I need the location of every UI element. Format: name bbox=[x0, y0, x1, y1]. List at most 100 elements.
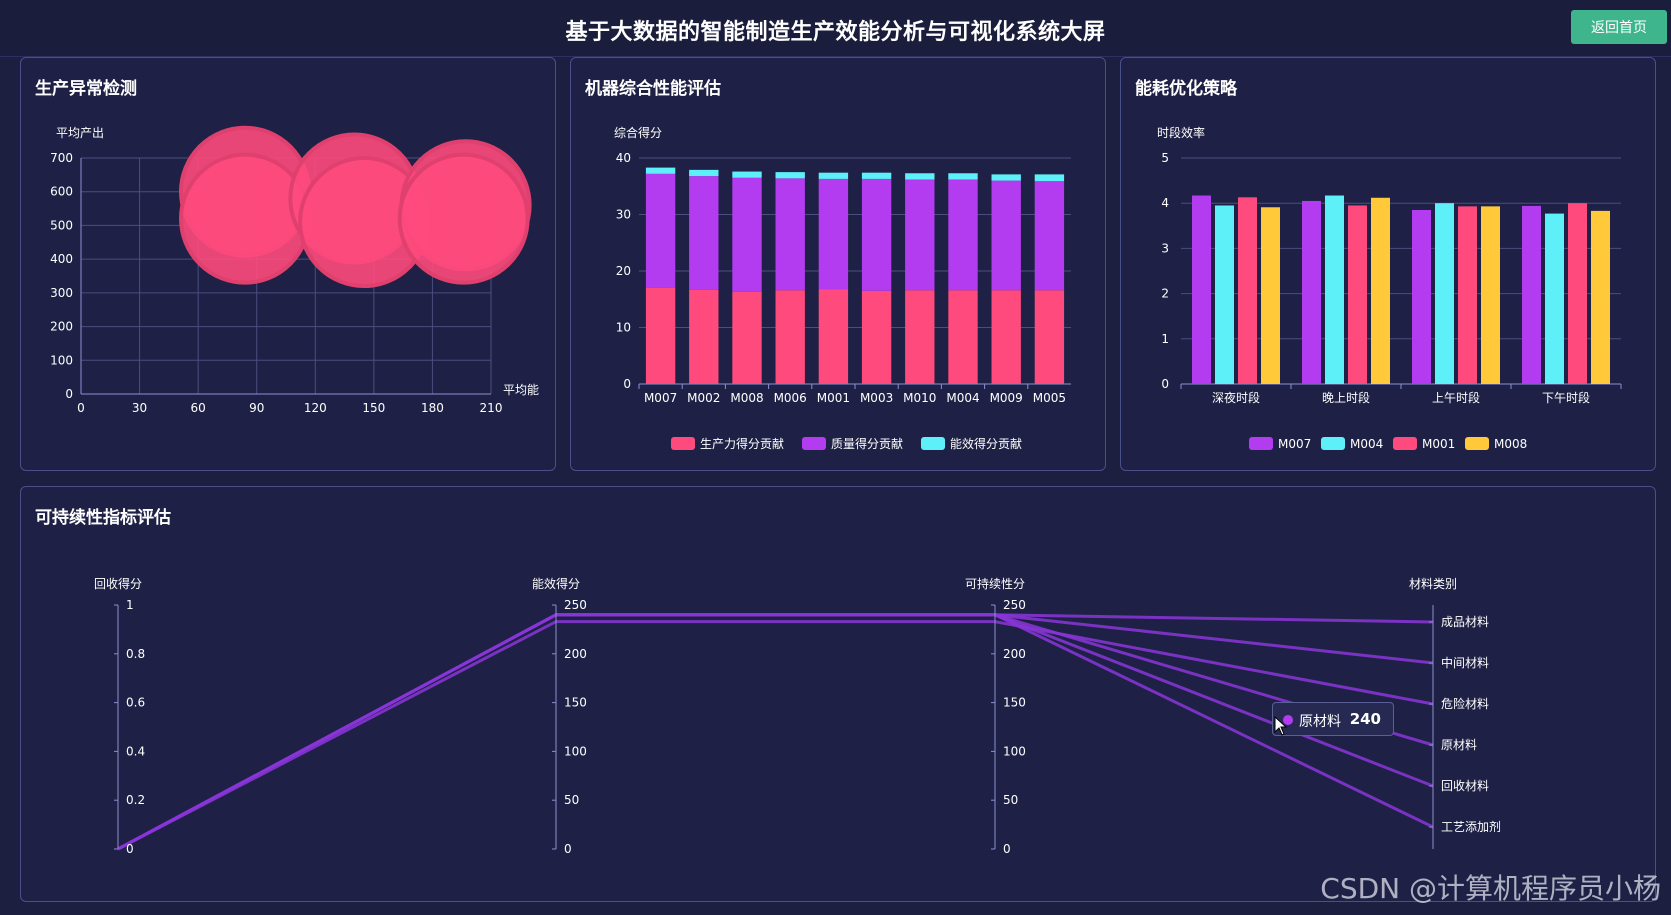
x-tick-label: 120 bbox=[304, 401, 327, 415]
grouped-bar bbox=[1522, 205, 1541, 384]
x-tick-label: M006 bbox=[774, 391, 807, 405]
y-tick-label: 700 bbox=[50, 151, 73, 165]
legend-label: 能效得分贡献 bbox=[950, 436, 1022, 451]
legend-label: M007 bbox=[1278, 437, 1311, 451]
y-tick-label: 1 bbox=[1161, 332, 1169, 346]
header: 基于大数据的智能制造生产效能分析与可视化系统大屏 返回首页 bbox=[0, 0, 1671, 57]
page-title: 基于大数据的智能制造生产效能分析与可视化系统大屏 bbox=[565, 20, 1106, 45]
stacked-bar-segment bbox=[905, 173, 935, 180]
stacked-bar-segment bbox=[948, 179, 978, 291]
x-tick-label: 晚上时段 bbox=[1322, 390, 1370, 405]
parallel-tick-label: 0 bbox=[564, 842, 572, 856]
x-tick-label: 上午时段 bbox=[1432, 390, 1480, 405]
stacked-bar-segment bbox=[991, 180, 1021, 291]
legend-label: 质量得分贡献 bbox=[831, 436, 903, 451]
x-axis-title: 平均能 bbox=[503, 383, 539, 397]
parallel-tick-label: 0.6 bbox=[126, 696, 145, 710]
grouped-bar bbox=[1591, 210, 1610, 384]
legend-swatch bbox=[1249, 437, 1273, 450]
y-tick-label: 2 bbox=[1161, 287, 1169, 301]
legend-swatch bbox=[1465, 437, 1489, 450]
y-tick-label: 400 bbox=[50, 252, 73, 266]
x-tick-label: M009 bbox=[990, 391, 1023, 405]
grouped-bar bbox=[1371, 197, 1390, 384]
y-tick-label: 500 bbox=[50, 218, 73, 232]
grouped-bar bbox=[1325, 195, 1344, 384]
x-tick-label: M003 bbox=[860, 391, 893, 405]
stacked-bar-segment bbox=[905, 179, 935, 291]
y-tick-label: 10 bbox=[616, 321, 631, 335]
stacked-bar-segment bbox=[861, 178, 892, 291]
parallel-tick-label: 150 bbox=[564, 696, 587, 710]
parallel-tick-label: 50 bbox=[564, 793, 579, 807]
stacked-bar-segment bbox=[732, 177, 762, 292]
stacked-bar-segment bbox=[905, 290, 935, 384]
legend-swatch bbox=[671, 437, 695, 450]
parallel-tick-label: 0.4 bbox=[126, 744, 145, 758]
parallel-tick-label: 100 bbox=[1003, 744, 1026, 758]
scatter-point bbox=[397, 152, 530, 285]
stacked-bar-segment bbox=[991, 174, 1021, 181]
stacked-bar-segment bbox=[818, 172, 849, 179]
y-axis-title: 时段效率 bbox=[1157, 125, 1205, 140]
stacked-bar-segment bbox=[645, 287, 676, 384]
legend-label: M001 bbox=[1422, 437, 1455, 451]
stacked-bar-segment bbox=[861, 290, 892, 384]
x-tick-label: 0 bbox=[77, 401, 85, 415]
parallel-tick-label: 0.8 bbox=[126, 647, 145, 661]
grouped-bar bbox=[1481, 206, 1500, 384]
x-tick-label: M001 bbox=[817, 391, 850, 405]
anomaly-scatter-chart: 0 30 60 90 120 150 180 210 0 100 200 300 400 500 600 70… bbox=[50, 125, 539, 415]
parallel-category-label: 中间材料 bbox=[1441, 655, 1489, 670]
parallel-axis-title: 回收得分 bbox=[94, 576, 142, 591]
x-tick-label: M004 bbox=[946, 391, 979, 405]
back-home-button[interactable]: 返回首页 bbox=[1571, 10, 1667, 44]
y-axis-title: 综合得分 bbox=[614, 125, 662, 140]
y-tick-label: 20 bbox=[616, 264, 631, 278]
stacked-bar-segment bbox=[1034, 174, 1065, 182]
grouped-bar bbox=[1261, 207, 1280, 384]
x-tick-label: M005 bbox=[1033, 391, 1066, 405]
y-tick-label: 100 bbox=[50, 353, 73, 367]
scatter-point bbox=[179, 152, 311, 285]
parallel-tick-label: 0 bbox=[1003, 842, 1011, 856]
sustain-panel: 可持续性指标评估 回收得分 0 0.2 0.4 0.6 0.8 1 能效得分 0 50 100 150… bbox=[20, 486, 1656, 902]
stacked-bar-segment bbox=[732, 171, 762, 178]
parallel-category-label: 回收材料 bbox=[1441, 779, 1489, 793]
y-tick-label: 4 bbox=[1161, 196, 1169, 210]
parallel-tick-label: 200 bbox=[1003, 647, 1026, 661]
stacked-bar-segment bbox=[689, 176, 719, 290]
energy-panel-title: 能耗优化策略 bbox=[1135, 79, 1237, 99]
y-tick-label: 600 bbox=[50, 185, 73, 199]
x-tick-label: 210 bbox=[480, 401, 503, 415]
parallel-tick-label: 200 bbox=[564, 647, 587, 661]
y-tick-label: 5 bbox=[1161, 151, 1169, 165]
grouped-bar bbox=[1302, 200, 1321, 384]
x-tick-label: M010 bbox=[903, 391, 936, 405]
parallel-tick-label: 1 bbox=[126, 598, 134, 612]
stacked-bar-segment bbox=[775, 290, 805, 384]
legend-swatch bbox=[1321, 437, 1345, 450]
parallel-tick-label: 50 bbox=[1003, 793, 1018, 807]
stacked-bar-segment bbox=[948, 173, 978, 180]
y-axis-title: 平均产出 bbox=[56, 126, 104, 140]
y-tick-label: 40 bbox=[616, 151, 631, 165]
stacked-bar-segment bbox=[948, 290, 978, 384]
x-tick-label: 深夜时段 bbox=[1212, 390, 1260, 405]
stacked-bar-segment bbox=[818, 289, 849, 384]
grouped-bar bbox=[1192, 195, 1211, 384]
x-tick-label: 下午时段 bbox=[1542, 390, 1590, 405]
y-tick-label: 0 bbox=[623, 377, 631, 391]
parallel-tick-label: 150 bbox=[1003, 696, 1026, 710]
parallel-line bbox=[117, 613, 1434, 851]
parallel-tick-label: 250 bbox=[1003, 598, 1026, 612]
y-tick-label: 3 bbox=[1161, 241, 1169, 255]
legend-swatch bbox=[1393, 437, 1417, 450]
watermark: CSDN @计算机程序员小杨 bbox=[1320, 872, 1661, 905]
sustain-parallel-chart: 回收得分 0 0.2 0.4 0.6 0.8 1 能效得分 0 50 100 150 200 250 可持续… bbox=[94, 576, 1501, 856]
y-tick-label: 0 bbox=[1161, 377, 1169, 391]
parallel-axis-title: 可持续性分 bbox=[965, 576, 1025, 591]
parallel-axis-title: 能效得分 bbox=[532, 576, 580, 591]
stacked-bar-segment bbox=[775, 178, 805, 291]
parallel-tooltip: 原材料 240 bbox=[1272, 702, 1394, 736]
